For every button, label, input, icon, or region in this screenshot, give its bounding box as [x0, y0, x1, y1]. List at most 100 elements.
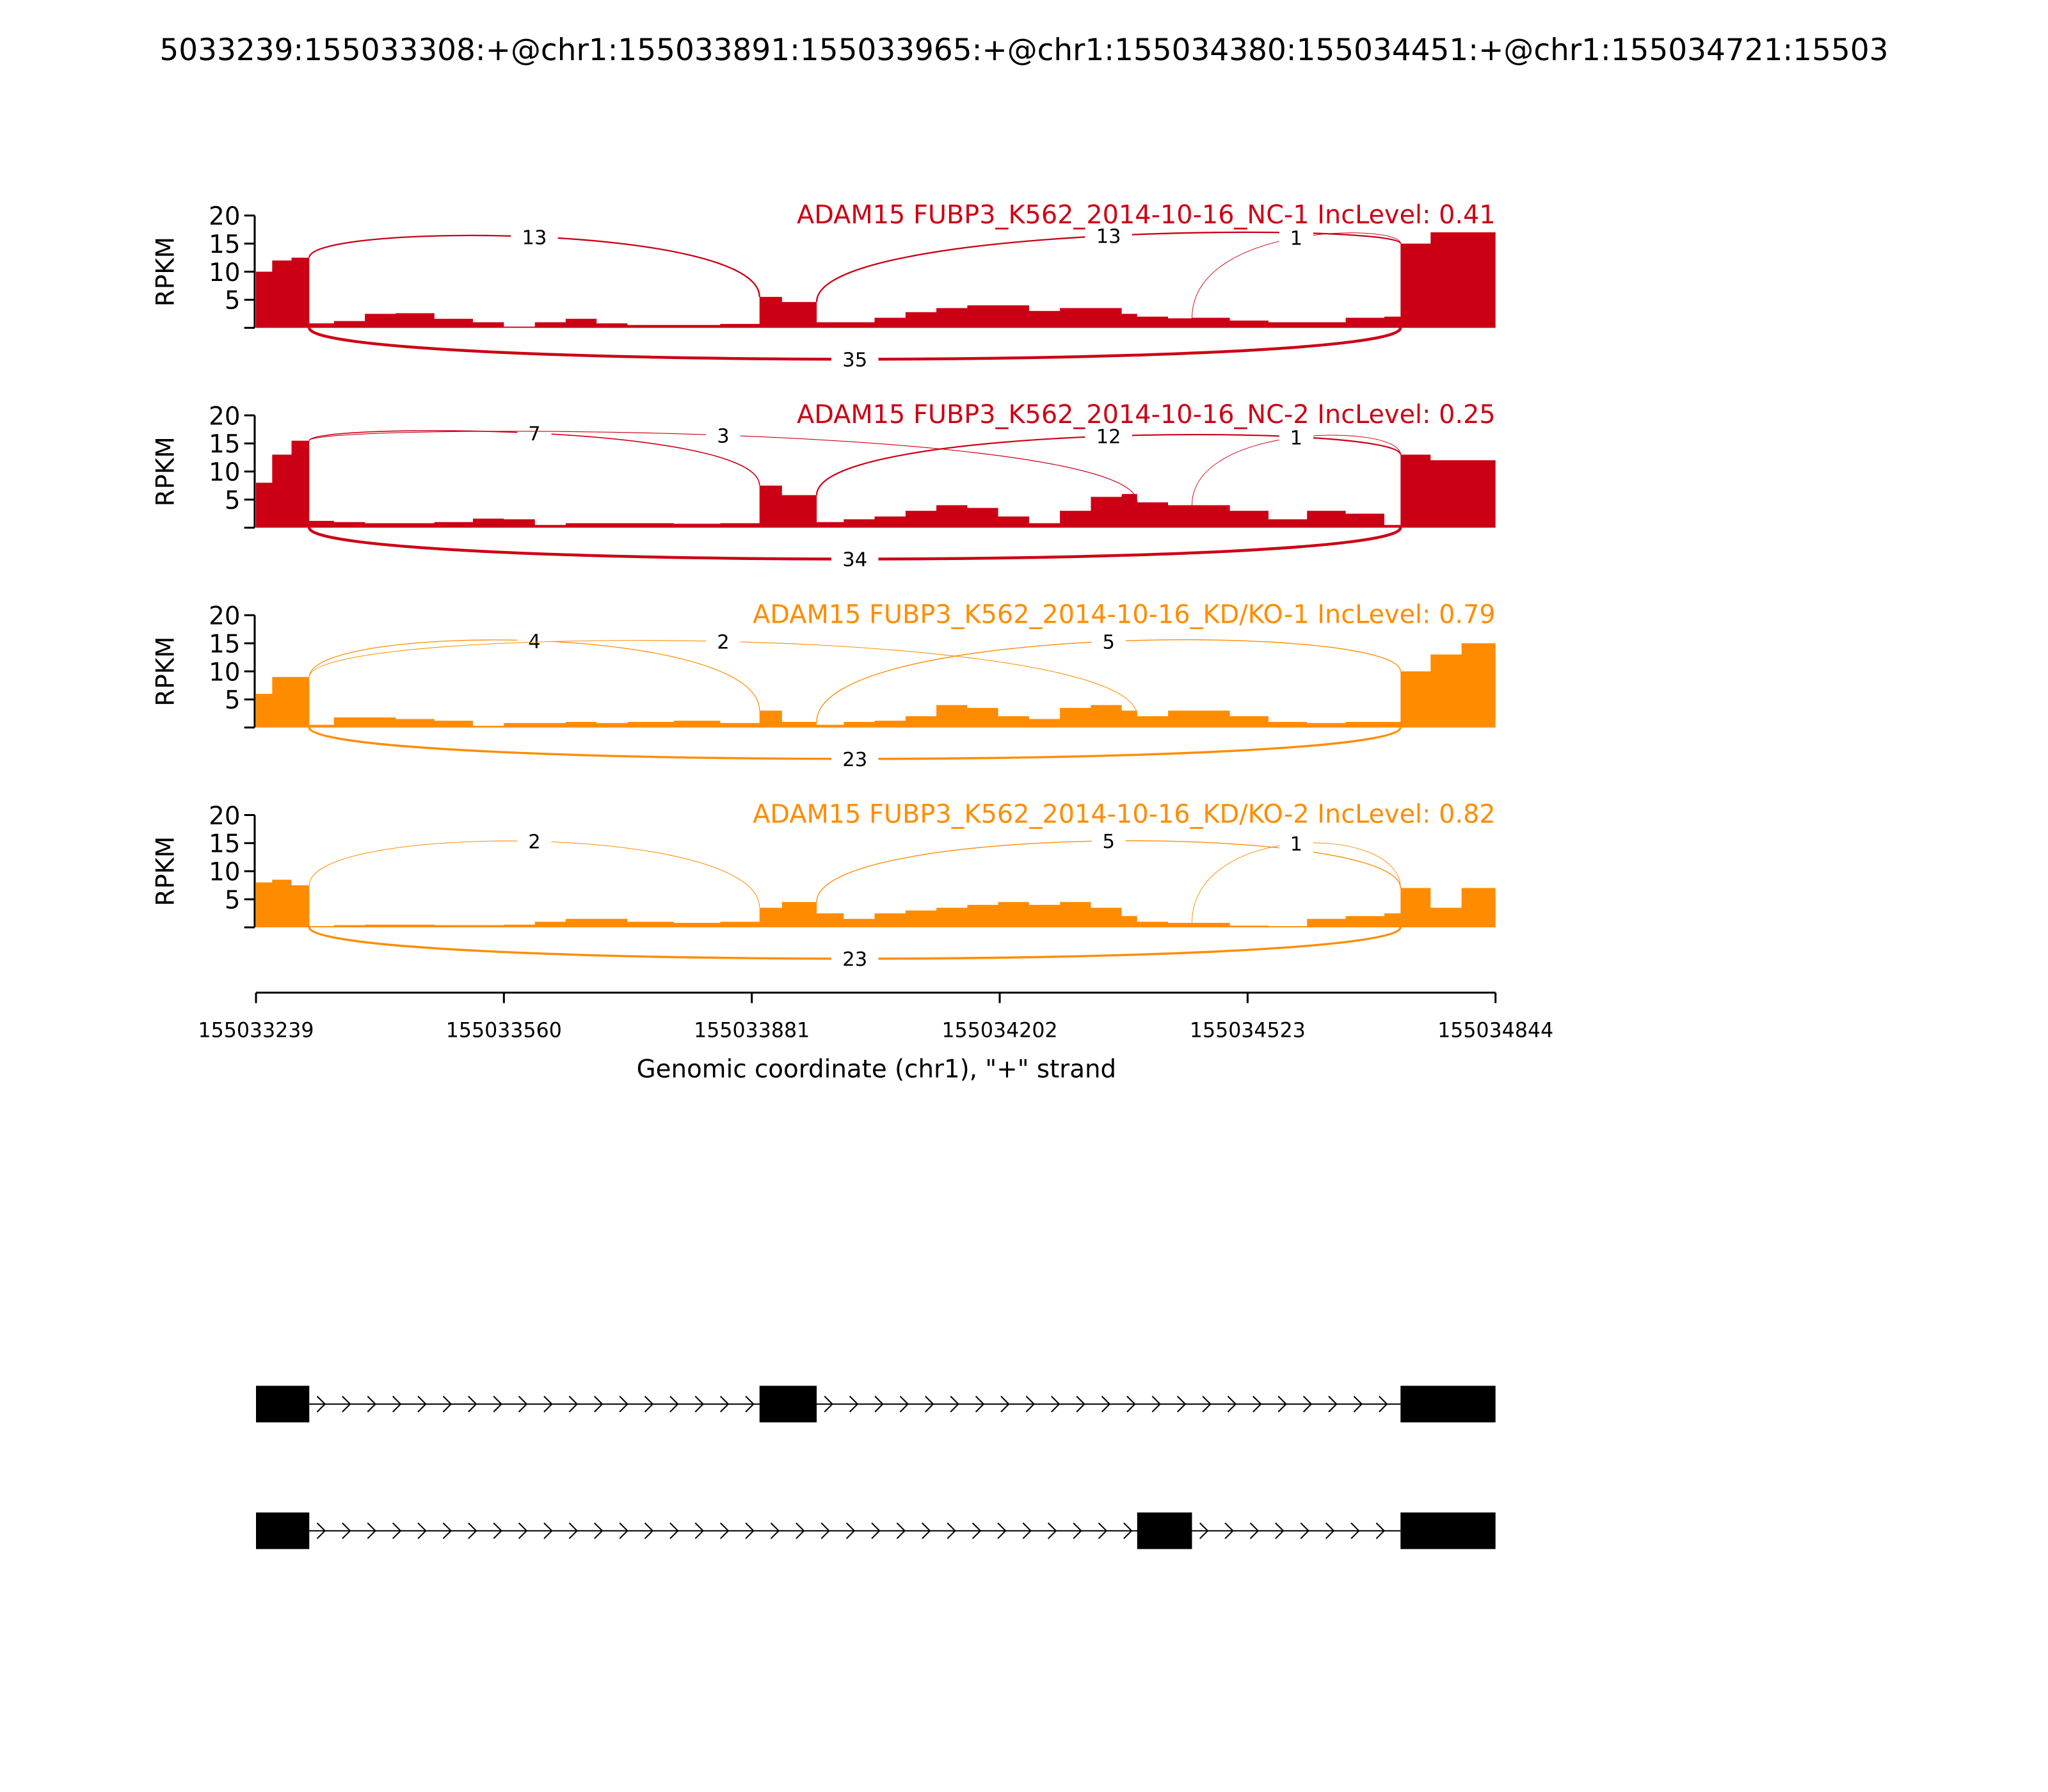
strand-arrow-icon: [824, 1395, 833, 1412]
coverage-area: [256, 232, 1496, 328]
strand-arrow-icon: [619, 1522, 628, 1539]
strand-arrow-icon: [417, 1522, 427, 1539]
y-tick-label: 15: [209, 830, 240, 859]
strand-arrow-icon: [975, 1395, 985, 1412]
transcript-1: [256, 1386, 1496, 1423]
strand-arrow-icon: [568, 1395, 579, 1412]
strand-arrow-icon: [896, 1522, 906, 1539]
junction-count-label: 23: [842, 948, 867, 971]
strand-arrow-icon: [594, 1522, 604, 1539]
junction-count-label: 5: [1102, 631, 1114, 653]
strand-arrow-icon: [1379, 1395, 1388, 1412]
strand-arrow-icon: [1022, 1522, 1032, 1539]
junction-count-label: 13: [1096, 226, 1121, 248]
gene-models: [256, 1386, 1496, 1549]
strand-arrow-icon: [669, 1395, 679, 1412]
y-tick-label: 10: [209, 259, 240, 287]
strand-arrow-icon: [568, 1522, 579, 1539]
junction-label-bg: [831, 347, 879, 371]
y-tick-label: 15: [209, 630, 240, 659]
strand-arrow-icon: [694, 1395, 705, 1412]
strand-arrow-icon: [1025, 1395, 1036, 1412]
series-title: ADAM15 FUBP3_K562_2014-10-16_KD/KO-2 Inc…: [753, 800, 1496, 829]
junction-label-bg: [517, 628, 552, 653]
junction-count-label: 2: [717, 631, 729, 653]
strand-arrow-icon: [1224, 1522, 1234, 1539]
y-axis-label: RPKM: [151, 436, 180, 506]
junction-count-label: 2: [528, 831, 540, 854]
junction-count-label: 5: [1102, 831, 1114, 853]
junction-label-bg: [1279, 831, 1313, 856]
x-tick-label: 155034844: [1437, 1019, 1553, 1042]
strand-arrow-icon: [1101, 1395, 1111, 1412]
y-tick-label: 20: [209, 602, 240, 631]
transcript-2: [256, 1512, 1496, 1549]
strand-arrow-icon: [997, 1522, 1007, 1539]
strand-arrow-icon: [669, 1522, 679, 1539]
y-axis-label: RPKM: [151, 836, 180, 906]
strand-arrow-icon: [849, 1395, 859, 1412]
junction-count-label: 7: [528, 423, 540, 445]
junction-count-label: 12: [1096, 426, 1121, 449]
strand-arrow-icon: [972, 1522, 982, 1539]
y-tick-label: 5: [225, 486, 241, 515]
junction-label-bg: [1279, 226, 1313, 250]
strand-arrow-icon: [342, 1395, 351, 1412]
junction-label-bg: [1091, 829, 1126, 853]
strand-arrow-icon: [745, 1395, 755, 1412]
junction-label-bg: [831, 547, 879, 571]
strand-arrow-icon: [1252, 1395, 1262, 1412]
y-tick-label: 15: [209, 430, 240, 459]
series-title: ADAM15 FUBP3_K562_2014-10-16_KD/KO-1 Inc…: [753, 600, 1496, 629]
strand-arrow-icon: [468, 1395, 477, 1412]
junction-count-label: 1: [1290, 428, 1302, 450]
strand-arrow-icon: [619, 1395, 628, 1412]
strand-arrow-icon: [796, 1522, 805, 1539]
strand-arrow-icon: [367, 1522, 376, 1539]
strand-arrow-icon: [493, 1522, 502, 1539]
strand-arrow-icon: [518, 1522, 528, 1539]
y-axis-label: RPKM: [151, 237, 180, 307]
strand-arrow-icon: [644, 1522, 654, 1539]
strand-arrow-icon: [1000, 1395, 1010, 1412]
strand-arrow-icon: [925, 1395, 934, 1412]
junction-label-bg: [517, 829, 552, 853]
strand-arrow-icon: [543, 1395, 553, 1412]
strand-arrow-icon: [493, 1395, 502, 1412]
strand-arrow-icon: [442, 1522, 452, 1539]
junction-label-bg: [1085, 424, 1132, 448]
strand-arrow-icon: [316, 1522, 326, 1539]
strand-arrow-icon: [950, 1395, 959, 1412]
strand-arrow-icon: [1177, 1395, 1187, 1412]
x-axis: 155033239 155033560 155033881 155034202 1550…: [198, 991, 1553, 1042]
exon-block: [256, 1386, 310, 1423]
junction-label-bg: [511, 225, 558, 249]
strand-arrow-icon: [594, 1395, 604, 1412]
strand-arrow-icon: [644, 1395, 654, 1412]
x-axis-label: Genomic coordinate (chr1), "+" strand: [637, 1055, 1117, 1084]
strand-arrow-icon: [1048, 1522, 1057, 1539]
strand-arrow-icon: [1076, 1395, 1085, 1412]
coverage-area: [256, 643, 1496, 728]
y-tick-label: 5: [225, 686, 241, 715]
exon-block: [256, 1512, 310, 1549]
y-tick-label: 20: [209, 802, 240, 831]
strand-arrow-icon: [1098, 1522, 1108, 1539]
x-tick-label: 155034523: [1190, 1019, 1306, 1042]
strand-arrow-icon: [694, 1522, 705, 1539]
figure-title: 5033239:155033308:+@chr1:155033891:15503…: [159, 33, 1888, 68]
strand-arrow-icon: [845, 1522, 856, 1539]
junction-label-bg: [706, 629, 740, 653]
y-tick-label: 10: [209, 658, 240, 687]
y-tick-label: 5: [225, 886, 241, 915]
junction-count-label: 23: [842, 749, 867, 771]
strand-arrow-icon: [392, 1522, 402, 1539]
strand-arrow-icon: [442, 1395, 452, 1412]
strand-arrow-icon: [367, 1395, 376, 1412]
coverage-area: [256, 879, 1496, 927]
strand-arrow-icon: [1350, 1522, 1360, 1539]
x-tick-label: 155033560: [446, 1019, 562, 1042]
strand-arrow-icon: [922, 1522, 931, 1539]
